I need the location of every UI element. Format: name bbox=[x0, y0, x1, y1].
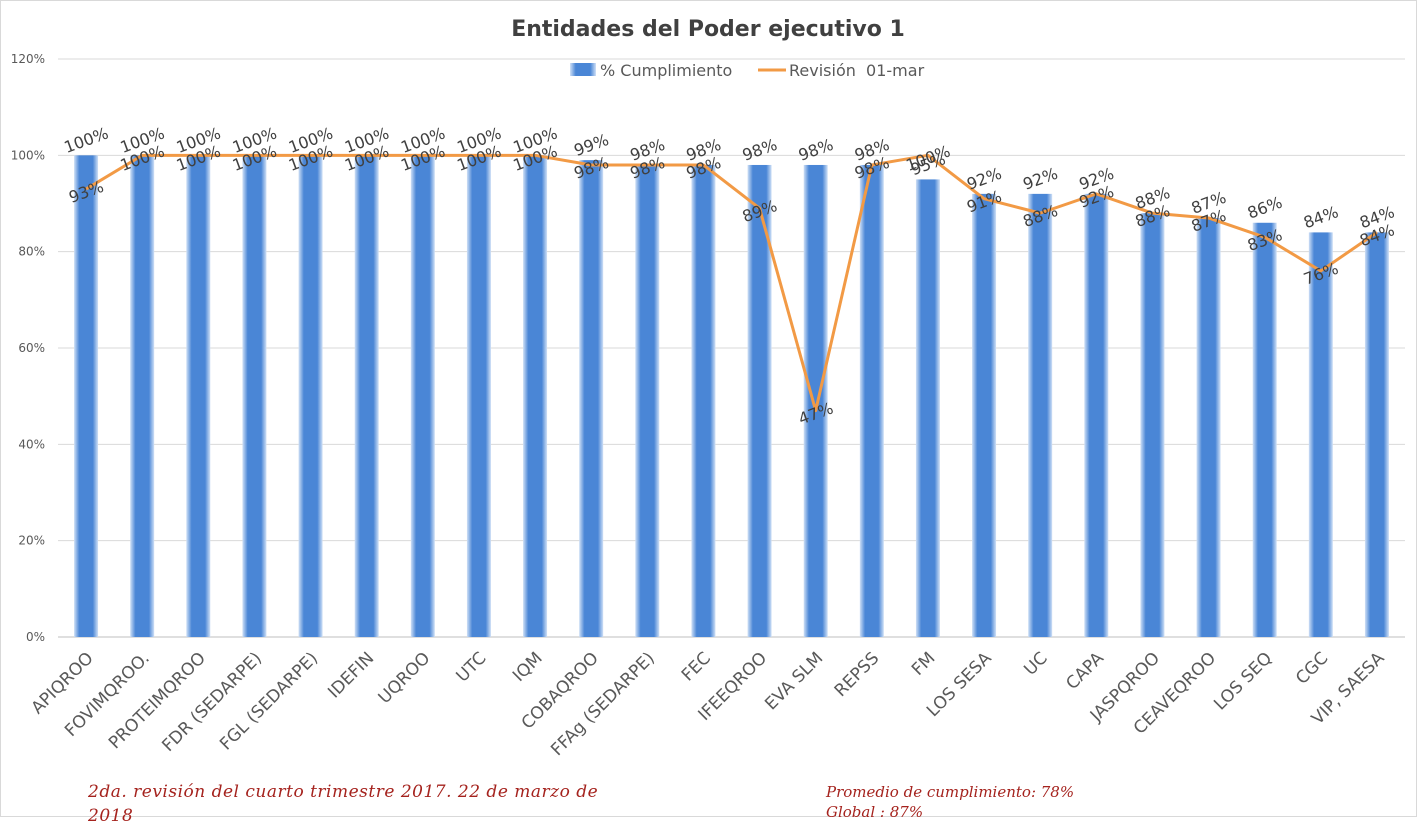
bar-value-label: 98% bbox=[796, 135, 836, 165]
x-tick-label: UQROO bbox=[375, 648, 435, 708]
bar bbox=[1196, 217, 1221, 637]
chart-title: Entidades del Poder ejecutivo 1 bbox=[511, 17, 905, 42]
bar bbox=[410, 155, 435, 638]
legend-bar-swatch bbox=[570, 63, 596, 76]
bar bbox=[972, 193, 997, 637]
x-tick-label: PROTEIMQROO bbox=[105, 648, 210, 753]
bar bbox=[523, 155, 548, 638]
bar bbox=[915, 179, 940, 637]
bar bbox=[1028, 193, 1053, 637]
x-tick-label: FGL (SEDARPE) bbox=[216, 648, 322, 754]
x-tick-label: EVA SLM bbox=[761, 648, 827, 714]
x-tick-label: UC bbox=[1020, 648, 1051, 679]
bar bbox=[803, 164, 828, 637]
y-tick-label: 120% bbox=[11, 52, 45, 66]
bar-value-label: 84% bbox=[1301, 202, 1341, 232]
bar-value-label: 86% bbox=[1245, 193, 1285, 223]
line-series-path bbox=[85, 153, 1378, 413]
footnote-review-date: 2da. revisión del cuarto trimestre 2017.… bbox=[88, 782, 599, 826]
y-axis: 0% 20% 40% 60% 80% 100% 120% bbox=[11, 52, 45, 644]
bar bbox=[1140, 213, 1165, 637]
bar bbox=[579, 160, 604, 637]
x-tick-label: FM bbox=[908, 648, 939, 679]
y-tick-label: 100% bbox=[11, 148, 45, 162]
x-tick-label: CGC bbox=[1292, 648, 1332, 688]
x-tick-label: FDR (SEDARPE) bbox=[158, 648, 266, 756]
footnote-average: Promedio de cumplimiento: 78% bbox=[826, 783, 1075, 801]
bar bbox=[635, 164, 660, 637]
bar bbox=[130, 155, 155, 638]
bar bbox=[74, 155, 99, 638]
x-tick-label: IDEFIN bbox=[324, 648, 378, 702]
bar-value-label: 100% bbox=[61, 123, 110, 157]
x-tick-label: LOS SEQ bbox=[1210, 648, 1276, 714]
y-tick-label: 60% bbox=[18, 341, 45, 355]
bar-value-label: 98% bbox=[740, 135, 780, 165]
bar bbox=[1364, 232, 1389, 637]
footnote-global: Global : 87% bbox=[826, 803, 924, 821]
legend: % Cumplimiento Revisión 01-mar bbox=[570, 61, 925, 80]
x-tick-label: FEC bbox=[678, 648, 715, 685]
x-tick-label: FFAg (SEDARPE) bbox=[547, 648, 659, 760]
x-tick-label: IQM bbox=[509, 648, 547, 686]
bar bbox=[354, 155, 379, 638]
line-series bbox=[85, 153, 1378, 413]
x-tick-label: CAPA bbox=[1062, 648, 1108, 694]
legend-bar-label: % Cumplimiento bbox=[600, 61, 732, 80]
bar bbox=[691, 164, 716, 637]
bar bbox=[859, 164, 884, 637]
legend-line-label: Revisión 01-mar bbox=[789, 61, 925, 80]
bar bbox=[186, 155, 211, 638]
y-tick-label: 40% bbox=[18, 437, 45, 451]
bar bbox=[466, 155, 491, 638]
bar bbox=[1308, 232, 1333, 637]
x-tick-label: REPSS bbox=[831, 648, 884, 701]
bar bbox=[747, 164, 772, 637]
y-tick-label: 0% bbox=[26, 630, 45, 644]
bar bbox=[1084, 193, 1109, 637]
y-tick-label: 80% bbox=[18, 245, 45, 259]
y-tick-label: 20% bbox=[18, 534, 45, 548]
bar bbox=[242, 155, 267, 638]
bar bbox=[298, 155, 323, 638]
bar bbox=[1252, 222, 1277, 637]
x-tick-label: UTC bbox=[452, 648, 490, 686]
footnote-summary: Promedio de cumplimiento: 78% Global : 8… bbox=[826, 782, 1074, 822]
bar-value-label: 92% bbox=[1020, 164, 1060, 194]
bar-series bbox=[74, 155, 1389, 638]
